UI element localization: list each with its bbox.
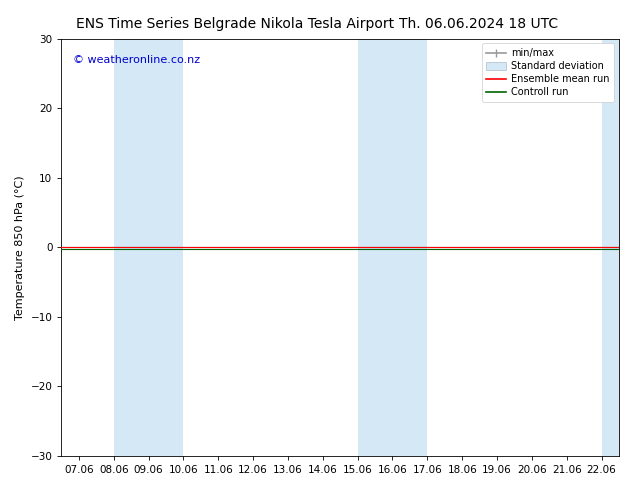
Y-axis label: Temperature 850 hPa (°C): Temperature 850 hPa (°C)	[15, 175, 25, 319]
Bar	[358, 39, 427, 456]
Text: Th. 06.06.2024 18 UTC: Th. 06.06.2024 18 UTC	[399, 17, 558, 31]
Bar	[113, 39, 183, 456]
Text: © weatheronline.co.nz: © weatheronline.co.nz	[73, 55, 200, 65]
Legend: min/max, Standard deviation, Ensemble mean run, Controll run: min/max, Standard deviation, Ensemble me…	[482, 44, 614, 102]
Text: ENS Time Series Belgrade Nikola Tesla Airport: ENS Time Series Belgrade Nikola Tesla Ai…	[76, 17, 394, 31]
Bar	[602, 39, 634, 456]
